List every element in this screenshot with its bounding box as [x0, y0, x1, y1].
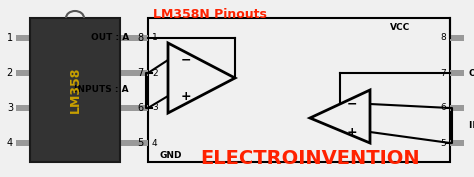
- Polygon shape: [168, 43, 235, 113]
- Bar: [120, 140, 134, 146]
- Text: LM358N Pinouts: LM358N Pinouts: [153, 8, 267, 21]
- Text: 3: 3: [152, 104, 158, 113]
- Bar: [450, 140, 464, 146]
- Text: 1: 1: [7, 33, 13, 43]
- Bar: [450, 105, 464, 111]
- Bar: [148, 18, 450, 162]
- Polygon shape: [310, 90, 370, 143]
- Bar: [134, 70, 148, 76]
- Text: ELECTROINVENTION: ELECTROINVENTION: [200, 149, 420, 168]
- Text: LM358: LM358: [69, 67, 82, 113]
- Bar: [450, 70, 464, 76]
- Text: 5: 5: [137, 138, 143, 148]
- Text: +: +: [181, 90, 191, 102]
- Bar: [134, 105, 148, 111]
- Text: 5: 5: [440, 138, 446, 147]
- Text: 1: 1: [152, 33, 158, 42]
- Text: 4: 4: [152, 138, 158, 147]
- Text: OUT : A: OUT : A: [91, 33, 129, 42]
- Text: −: −: [181, 53, 191, 67]
- Text: 7: 7: [137, 68, 143, 78]
- Text: 2: 2: [7, 68, 13, 78]
- Bar: [134, 140, 148, 146]
- Text: 6: 6: [137, 103, 143, 113]
- Bar: [134, 35, 148, 41]
- Bar: [30, 18, 120, 162]
- Bar: [16, 140, 30, 146]
- Text: GND: GND: [160, 150, 182, 159]
- Text: INPUTS : B: INPUTS : B: [469, 121, 474, 130]
- Bar: [16, 35, 30, 41]
- Text: 3: 3: [7, 103, 13, 113]
- Text: INPUTS : A: INPUTS : A: [74, 85, 129, 95]
- Bar: [120, 105, 134, 111]
- Bar: [120, 35, 134, 41]
- Bar: [16, 70, 30, 76]
- Text: VCC: VCC: [390, 23, 410, 32]
- Bar: [450, 35, 464, 41]
- Text: 6: 6: [440, 104, 446, 113]
- Bar: [16, 105, 30, 111]
- Text: −: −: [347, 98, 357, 110]
- Text: +: +: [346, 125, 357, 138]
- Text: 8: 8: [440, 33, 446, 42]
- Text: 7: 7: [440, 68, 446, 78]
- Bar: [120, 70, 134, 76]
- Text: 4: 4: [7, 138, 13, 148]
- Text: OUT : B: OUT : B: [469, 68, 474, 78]
- Text: 2: 2: [152, 68, 158, 78]
- Text: 8: 8: [137, 33, 143, 43]
